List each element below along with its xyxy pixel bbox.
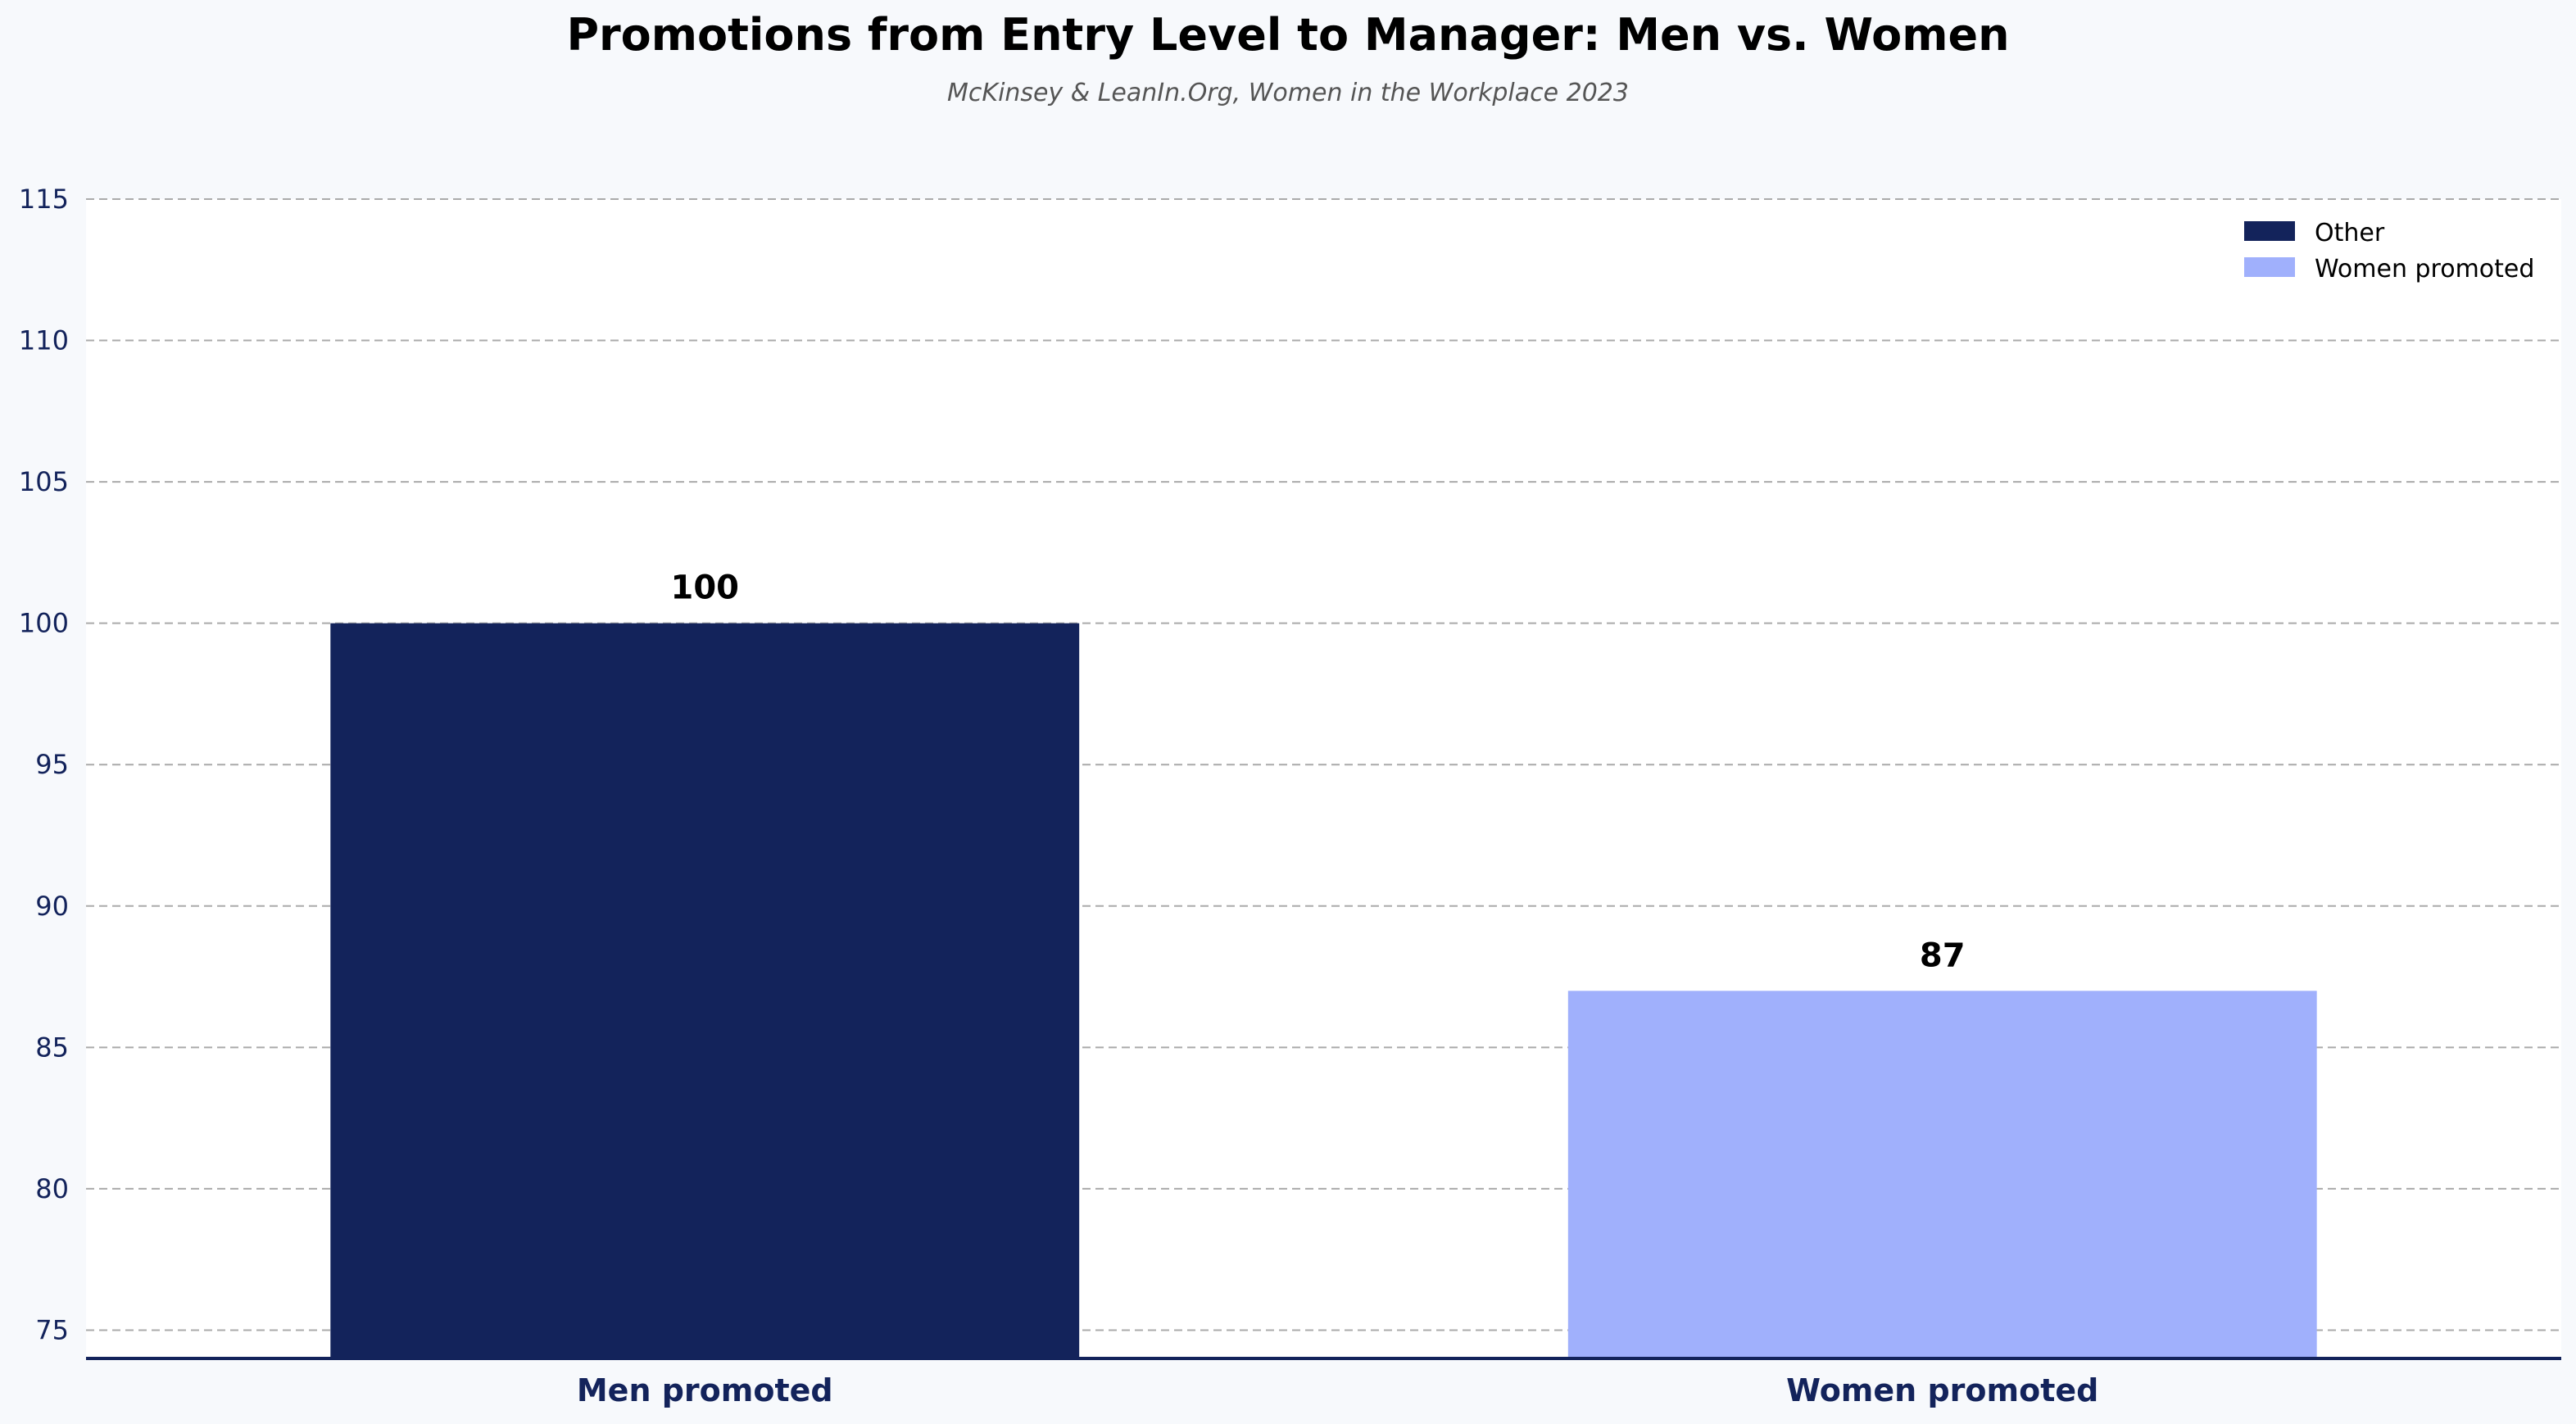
bar-value-label: 87 [1920,936,1966,974]
chart-subtitle: McKinsey & LeanIn.Org, Women in the Work… [947,79,1629,107]
bar-value-label: 100 [671,569,740,607]
y-tick-label: 105 [19,466,69,497]
x-category-label: Men promoted [577,1372,833,1408]
legend-swatch-women-promoted [2244,257,2295,277]
value-labels: 100 87 [671,569,1966,975]
x-category-label: Women promoted [1786,1372,2098,1408]
bars [330,623,2317,1358]
x-axis-categories: Men promoted Women promoted [577,1372,2098,1408]
y-tick-label: 90 [35,891,69,922]
legend-label-women-promoted: Women promoted [2315,255,2534,283]
y-axis-ticks: 75 80 85 90 95 100 105 110 115 [19,184,69,1345]
legend: Other Women promoted [2244,219,2534,283]
y-tick-label: 95 [35,749,69,780]
bar-women-promoted [1567,991,2317,1358]
legend-swatch-other [2244,221,2295,241]
y-tick-label: 75 [35,1314,69,1345]
y-tick-label: 85 [35,1032,69,1063]
legend-label-other: Other [2315,219,2385,247]
chart-title: Promotions from Entry Level to Manager: … [566,9,2009,61]
y-tick-label: 100 [19,608,69,639]
bar-men-promoted [330,623,1080,1358]
y-tick-label: 110 [19,325,69,356]
y-tick-label: 80 [35,1173,69,1204]
y-tick-label: 115 [19,184,69,215]
